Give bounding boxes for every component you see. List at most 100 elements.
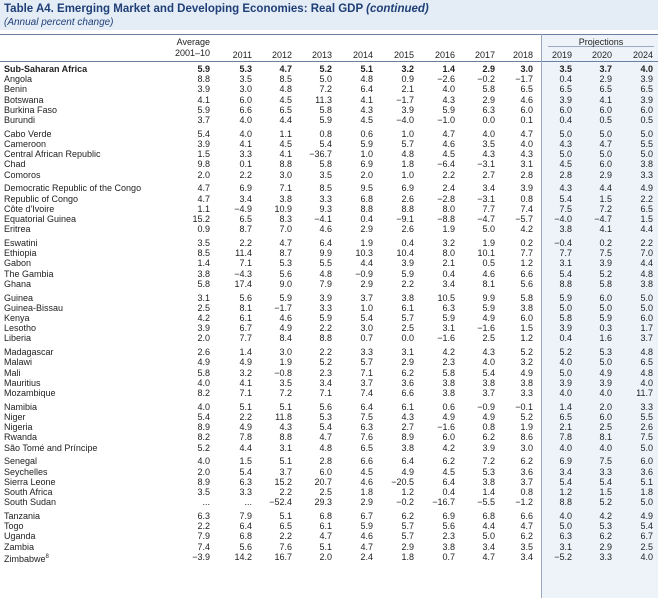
value-cell: 5.1 xyxy=(239,401,252,412)
value-cell: 8.8 xyxy=(559,278,572,289)
value-cell: 3.9 xyxy=(640,74,653,85)
value-cell: 0.4 xyxy=(559,333,572,344)
value-cell: −4.3 xyxy=(234,268,252,279)
value-cell: 4.0 xyxy=(640,377,653,388)
row-name: Rwanda xyxy=(4,432,37,442)
row-name: Eswatini xyxy=(4,238,38,248)
value-cell: 5.2 xyxy=(599,497,612,508)
value-cell: 4.5 xyxy=(279,139,292,149)
value-cell: 3.3 xyxy=(520,388,533,398)
value-cell: 4.9 xyxy=(197,357,210,368)
value-cell: −4.0 xyxy=(554,214,572,224)
value-cell: 0.2 xyxy=(520,238,533,248)
value-cell: 5.4 xyxy=(360,313,373,323)
value-cell: −4.7 xyxy=(594,214,612,224)
value-cell: 5.3 xyxy=(482,466,495,477)
value-cell: 9.3 xyxy=(319,203,332,214)
value-cell: 5.6 xyxy=(239,292,252,303)
value-cell: 1.8 xyxy=(360,487,373,497)
value-cell: 1.5 xyxy=(640,214,653,224)
value-cell: 6.0 xyxy=(239,94,252,105)
value-cell: 1.8 xyxy=(401,159,414,170)
value-cell: 4.8 xyxy=(279,84,292,95)
row-name: Guinea xyxy=(4,293,33,303)
value-cell: 3.9 xyxy=(197,84,210,95)
value-cell: 1.5 xyxy=(599,193,612,204)
value-cell: 5.8 xyxy=(599,278,612,289)
value-cell: 1.4 xyxy=(442,64,455,74)
value-cell: 5.1 xyxy=(279,401,292,412)
value-cell: 6.5 xyxy=(640,84,653,95)
row-name-text: Democratic Republic of the Congo xyxy=(4,183,142,194)
value-cell: 4.2 xyxy=(197,313,210,323)
value-cell: 1.4 xyxy=(197,258,210,269)
row-name: Senegal xyxy=(4,456,37,466)
value-cell: 0.5 xyxy=(482,258,495,269)
value-cell: 3.8 xyxy=(482,377,495,388)
value-cell: 1.9 xyxy=(442,224,455,235)
value-cell: 2.2 xyxy=(239,169,252,180)
value-cell: 7.9 xyxy=(197,531,210,542)
value-cell: 4.4 xyxy=(482,521,495,532)
value-cell: 5.0 xyxy=(559,149,572,160)
value-cell: 3.8 xyxy=(640,278,653,289)
value-cell: 7.5 xyxy=(559,203,572,214)
value-cell: −1.7 xyxy=(274,302,292,313)
value-cell: 11.7 xyxy=(636,388,653,398)
value-cell: 3.1 xyxy=(279,442,292,453)
header-rule xyxy=(0,61,658,62)
value-cell: 6.0 xyxy=(599,292,612,303)
value-cell: 4.0 xyxy=(482,128,495,139)
value-cell: 3.0 xyxy=(360,323,373,334)
value-cell: 6.0 xyxy=(319,466,332,477)
value-cell: 2.2 xyxy=(279,531,292,542)
value-cell: 4.3 xyxy=(442,94,455,105)
row-name: Central African Republic xyxy=(4,149,101,159)
row-name-text: Mozambique xyxy=(4,388,56,398)
value-cell: 3.9 xyxy=(640,94,653,105)
row-name: Republic of Congo xyxy=(4,194,78,204)
value-cell: 3.3 xyxy=(319,302,332,313)
row-name-text: The Gambia xyxy=(4,268,54,279)
row-name: Zambia xyxy=(4,542,34,552)
value-cell: 7.6 xyxy=(279,541,292,552)
value-cell: 4.0 xyxy=(559,388,572,398)
value-cell: 5.7 xyxy=(360,357,373,368)
value-cell: 4.0 xyxy=(559,442,572,453)
value-cell: 0.0 xyxy=(482,115,495,125)
row-name: South Africa xyxy=(4,487,53,497)
value-cell: 1.0 xyxy=(360,302,373,313)
row-name-text: Kenya xyxy=(4,313,30,323)
value-cell: 3.8 xyxy=(401,442,414,453)
value-cell: 4.6 xyxy=(360,531,373,542)
value-cell: −16.7 xyxy=(432,497,455,508)
row-name: Malawi xyxy=(4,357,32,367)
value-cell: 6.0 xyxy=(599,159,612,170)
value-cell: 4.6 xyxy=(520,94,533,105)
value-cell: 6.1 xyxy=(239,313,252,323)
row-name: Namibia xyxy=(4,402,37,412)
value-cell: 5.3 xyxy=(599,347,612,358)
row-name-text: Tanzania xyxy=(4,511,41,521)
value-cell: 3.9 xyxy=(319,292,332,303)
value-cell: 4.9 xyxy=(279,323,292,334)
value-cell: 9.8 xyxy=(197,159,210,170)
value-cell: 5.8 xyxy=(197,367,210,378)
value-cell: 2.9 xyxy=(599,74,612,85)
value-cell: 7.9 xyxy=(319,278,332,289)
value-cell: 6.2 xyxy=(442,456,455,467)
value-cell: 2.7 xyxy=(401,422,414,433)
value-cell: 8.9 xyxy=(401,432,414,443)
value-cell: 6.3 xyxy=(559,531,572,542)
value-cell: 4.0 xyxy=(239,128,252,139)
value-cell: 5.6 xyxy=(319,401,332,412)
row-name: São Tomé and Príncipe xyxy=(4,443,97,453)
value-cell: 3.2 xyxy=(239,367,252,378)
value-cell: 8.4 xyxy=(279,333,292,344)
projection-shade xyxy=(542,34,658,598)
row-name: Tanzania xyxy=(4,511,40,521)
value-cell: 0.4 xyxy=(442,268,455,279)
value-cell: 3.6 xyxy=(520,466,533,477)
title-band xyxy=(0,0,658,30)
value-cell: 8.8 xyxy=(360,203,373,214)
